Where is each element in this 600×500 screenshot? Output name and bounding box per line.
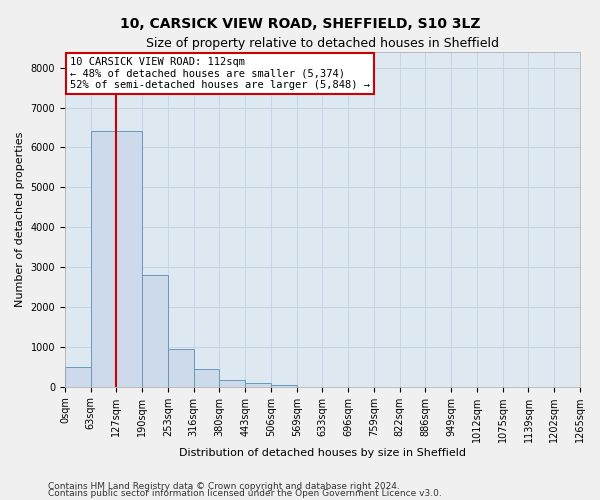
X-axis label: Distribution of detached houses by size in Sheffield: Distribution of detached houses by size …: [179, 448, 466, 458]
Title: Size of property relative to detached houses in Sheffield: Size of property relative to detached ho…: [146, 38, 499, 51]
Text: 10 CARSICK VIEW ROAD: 112sqm
← 48% of detached houses are smaller (5,374)
52% of: 10 CARSICK VIEW ROAD: 112sqm ← 48% of de…: [70, 56, 370, 90]
Y-axis label: Number of detached properties: Number of detached properties: [15, 132, 25, 307]
Bar: [116, 132, 142, 386]
Text: Contains HM Land Registry data © Crown copyright and database right 2024.: Contains HM Land Registry data © Crown c…: [48, 482, 400, 491]
Bar: [65, 367, 91, 386]
Bar: [245, 382, 271, 386]
Bar: [220, 380, 245, 386]
Bar: [194, 369, 220, 386]
Text: Contains public sector information licensed under the Open Government Licence v3: Contains public sector information licen…: [48, 489, 442, 498]
Text: 10, CARSICK VIEW ROAD, SHEFFIELD, S10 3LZ: 10, CARSICK VIEW ROAD, SHEFFIELD, S10 3L…: [120, 18, 480, 32]
Bar: [91, 132, 116, 386]
Bar: [271, 384, 296, 386]
Bar: [142, 275, 168, 386]
Bar: [168, 349, 194, 387]
